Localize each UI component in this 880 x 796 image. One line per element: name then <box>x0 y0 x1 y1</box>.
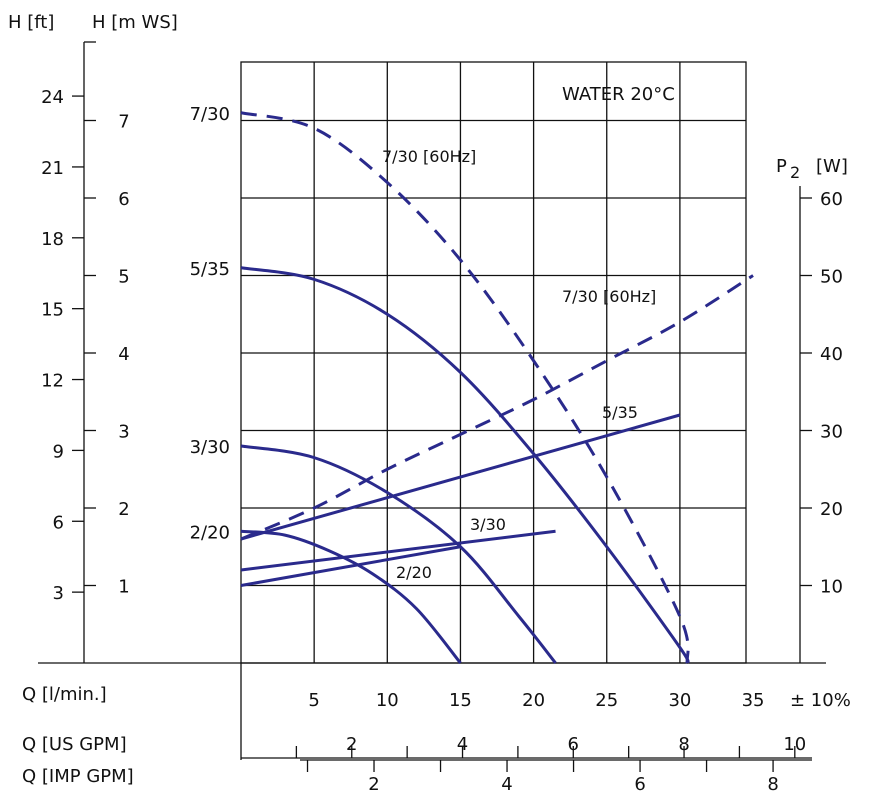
grid <box>240 61 747 664</box>
ft-axis-label: H [ft] <box>8 12 54 33</box>
series-label-head: 7/30 [60Hz] <box>382 147 476 166</box>
ft-tick-label: 3 <box>53 583 64 604</box>
q-lmin-tick-label: 30 <box>668 690 691 711</box>
p2-axis-unit: [W] <box>816 156 848 177</box>
tolerance-label: ± 10% <box>790 690 851 711</box>
series-power-5-35 <box>240 413 681 541</box>
p2-axis-label: P <box>776 156 787 177</box>
series-head-2-20 <box>240 529 462 664</box>
m-axis-label: H [m WS] <box>92 12 178 33</box>
pump-label-5-35: 5/35 <box>190 259 230 280</box>
chart-title: WATER 20°C <box>562 84 675 105</box>
ft-tick-label: 12 <box>41 371 64 392</box>
ft-tick-label: 18 <box>41 229 64 250</box>
q-usgpm-tick-label: 10 <box>783 734 806 755</box>
series-label-power: 3/30 <box>470 515 506 534</box>
series-head-3-30 <box>240 444 557 664</box>
ft-tick-label: 24 <box>41 87 64 108</box>
axes <box>38 41 826 772</box>
p2-tick-label: 60 <box>820 189 843 210</box>
p2-tick-label: 30 <box>820 422 843 443</box>
series-label-power: 7/30 [60Hz] <box>562 287 656 306</box>
q-impgpm-label: Q [IMP GPM] <box>22 766 134 787</box>
q-lmin-tick-label: 5 <box>308 690 319 711</box>
series-head-5-35 <box>240 266 690 664</box>
ft-tick-label: 15 <box>41 300 64 321</box>
m-tick-label: 6 <box>118 189 129 210</box>
q-impgpm-tick-label: 8 <box>767 774 778 795</box>
q-lmin-tick-label: 20 <box>522 690 545 711</box>
q-usgpm-tick-label: 4 <box>457 734 468 755</box>
curves <box>240 111 754 664</box>
p2-tick-label: 40 <box>820 344 843 365</box>
q-usgpm-label: Q [US GPM] <box>22 734 127 755</box>
p2-tick-label: 50 <box>820 267 843 288</box>
pump-label-2-20: 2/20 <box>190 522 230 543</box>
q-lmin-tick-label: 35 <box>742 690 765 711</box>
q-impgpm-tick-label: 2 <box>368 774 379 795</box>
q-lmin-tick-label: 15 <box>449 690 472 711</box>
series-label-power: 5/35 <box>602 403 638 422</box>
ft-tick-label: 21 <box>41 158 64 179</box>
pump-label-3-30: 3/30 <box>190 437 230 458</box>
m-tick-label: 5 <box>118 267 129 288</box>
series-power-3-30 <box>240 529 556 572</box>
series-label-power: 2/20 <box>396 563 432 582</box>
q-usgpm-tick-label: 2 <box>346 734 357 755</box>
m-tick-label: 3 <box>118 422 129 443</box>
q-impgpm-tick-label: 4 <box>501 774 512 795</box>
m-tick-label: 4 <box>118 344 129 365</box>
ft-tick-label: 6 <box>53 512 64 533</box>
m-tick-label: 2 <box>118 499 129 520</box>
q-lmin-tick-label: 10 <box>376 690 399 711</box>
series-head-7-30-60hz- <box>240 111 690 664</box>
q-usgpm-tick-label: 6 <box>568 734 579 755</box>
q-usgpm-tick-label: 8 <box>678 734 689 755</box>
q-lmin-tick-label: 25 <box>595 690 618 711</box>
p2-tick-label: 10 <box>820 577 843 598</box>
pump-label-7-30: 7/30 <box>190 104 230 125</box>
series-power-2-20 <box>240 545 461 587</box>
ft-tick-label: 9 <box>53 441 64 462</box>
q-impgpm-tick-label: 6 <box>634 774 645 795</box>
series-power-7-30-60hz- <box>240 274 754 541</box>
p2-tick-label: 20 <box>820 499 843 520</box>
m-tick-label: 1 <box>118 577 129 598</box>
p2-axis-subscript: 2 <box>790 163 800 182</box>
m-tick-label: 7 <box>118 112 129 133</box>
q-lmin-label: Q [l/min.] <box>22 684 107 705</box>
